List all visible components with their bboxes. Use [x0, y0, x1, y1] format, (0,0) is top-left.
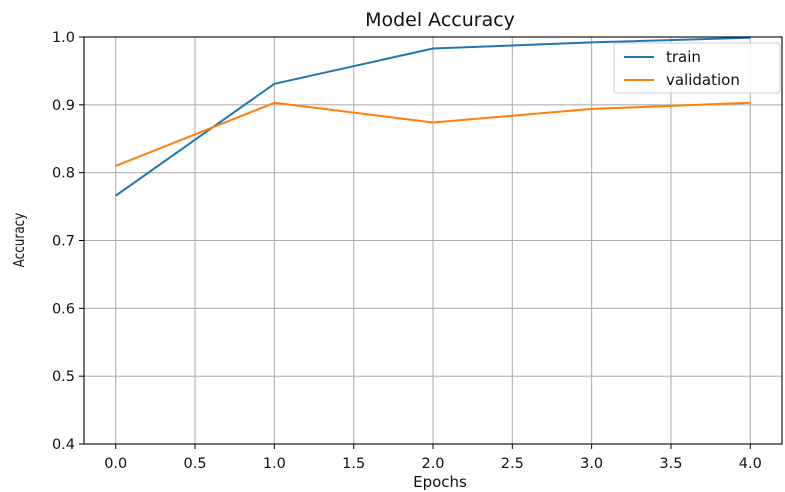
y-axis-label: Accuracy: [11, 213, 29, 268]
y-tick-label: 0.7: [52, 234, 75, 250]
y-tick-label: 0.9: [52, 98, 75, 114]
legend-label: train: [666, 48, 701, 66]
x-axis-label: Epochs: [413, 473, 467, 491]
x-tick-label: 4.0: [739, 456, 762, 472]
legend-label: validation: [666, 71, 740, 89]
series-line-train: [115, 36, 751, 197]
x-tick-label: 0.0: [104, 456, 127, 472]
y-tick-label: 0.8: [52, 166, 75, 182]
legend-box: [613, 42, 781, 94]
series-lines: [115, 36, 751, 197]
legend: train validation: [613, 42, 781, 94]
x-tick-label: 1.0: [263, 456, 286, 472]
x-tick-label: 1.5: [342, 456, 365, 472]
chart-title: Model Accuracy: [365, 9, 515, 31]
x-tick-label: 0.5: [184, 456, 207, 472]
grid-lines: [84, 36, 782, 445]
axis-ticks: 0.0 0.5 1.0 1.5 2.0 2.5 3.0 3.5 4.0 0.4 0.5 0.6 0.7 0…: [52, 30, 762, 472]
x-tick-label: 2.5: [501, 456, 524, 472]
y-tick-label: 1.0: [52, 30, 75, 46]
x-tick-label: 3.0: [580, 456, 603, 472]
x-tick-label: 2.0: [421, 456, 444, 472]
series-line-validation: [115, 101, 751, 167]
y-tick-label: 0.5: [52, 369, 75, 385]
x-tick-label: 3.5: [659, 456, 682, 472]
y-tick-label: 0.4: [52, 437, 75, 453]
y-tick-label: 0.6: [52, 301, 75, 317]
